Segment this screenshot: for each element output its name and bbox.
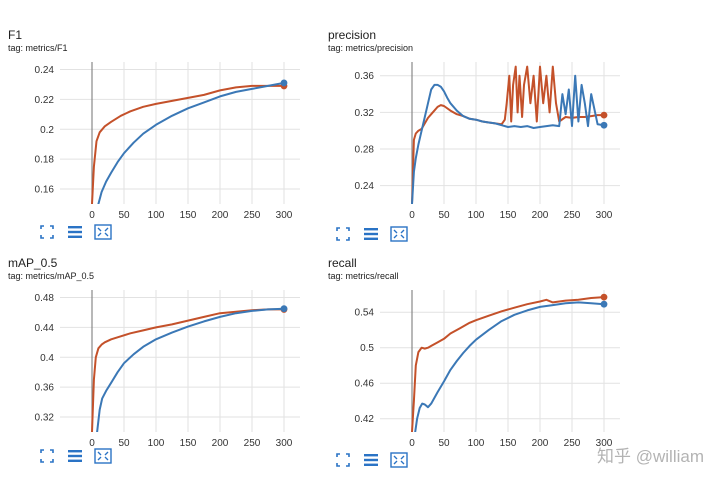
chart-toolbar (38, 224, 112, 240)
y-tick-label: 0.32 (35, 413, 55, 424)
y-tick-label: 0.42 (355, 414, 375, 425)
series-endpoint-run-orange (600, 293, 608, 301)
x-tick-label: 250 (564, 438, 581, 449)
x-tick-label: 150 (500, 438, 517, 449)
chart-panel-recall: recall tag: metrics/recall 0 50 100 150 200 2… (328, 256, 658, 486)
x-tick-label: 150 (180, 438, 197, 449)
y-tick-label: 0.44 (35, 323, 55, 334)
x-tick-label: 0 (89, 438, 95, 449)
chart-tag: tag: metrics/F1 (8, 43, 68, 53)
toggle-log-scale-icon[interactable] (362, 226, 380, 242)
fit-domain-icon[interactable] (334, 452, 352, 468)
chart-panel-f1: F1 tag: metrics/F1 0 50 100 150 200 250 300 0.1… (8, 28, 338, 258)
x-tick-label: 50 (438, 438, 450, 449)
x-tick-label: 0 (409, 210, 415, 221)
series-endpoint-run-blue (600, 121, 608, 129)
series-endpoint-run-blue (600, 300, 608, 308)
chart-tag: tag: metrics/mAP_0.5 (8, 271, 95, 281)
chart-title: precision (328, 28, 377, 42)
series-endpoint-run-orange (600, 111, 608, 119)
fit-domain-icon[interactable] (38, 224, 56, 240)
y-tick-label: 0.18 (35, 155, 55, 166)
x-tick-label: 300 (596, 210, 613, 221)
chart-precision[interactable]: 0 50 100 150 200 250 300 0.24 0.28 0.32 0.36 (328, 28, 658, 228)
chart-panel-precision: precision tag: metrics/precision 0 50 100 1… (328, 28, 658, 258)
y-tick-label: 0.5 (360, 343, 374, 354)
x-tick-label: 50 (118, 210, 130, 221)
x-tick-label: 50 (118, 438, 130, 449)
fit-domain-icon[interactable] (38, 448, 56, 464)
chart-toolbar (38, 448, 112, 464)
x-tick-label: 50 (438, 210, 450, 221)
x-tick-label: 250 (244, 438, 261, 449)
toggle-log-scale-icon[interactable] (66, 224, 84, 240)
series-line-run-orange (411, 296, 605, 432)
x-tick-label: 100 (468, 438, 485, 449)
chart-tag: tag: metrics/recall (328, 271, 399, 281)
fit-domain-icon[interactable] (334, 226, 352, 242)
x-tick-label: 100 (148, 210, 165, 221)
x-tick-label: 250 (564, 210, 581, 221)
x-tick-label: 100 (468, 210, 485, 221)
x-tick-label: 200 (212, 438, 229, 449)
y-tick-label: 0.24 (355, 181, 375, 192)
y-tick-label: 0.46 (355, 379, 375, 390)
x-tick-label: 100 (148, 438, 165, 449)
x-tick-label: 200 (532, 210, 549, 221)
chart-f1[interactable]: 0 50 100 150 200 250 300 0.16 0.18 0.2 0.22 0.24 (8, 28, 338, 228)
chart-title: recall (328, 256, 357, 270)
y-tick-label: 0.22 (35, 95, 55, 106)
x-tick-label: 200 (212, 210, 229, 221)
series-line-run-blue (414, 301, 605, 432)
series-line-run-blue (96, 307, 285, 432)
download-icon[interactable] (94, 224, 112, 240)
x-tick-label: 250 (244, 210, 261, 221)
y-tick-label: 0.54 (355, 308, 375, 319)
series-line-run-orange (411, 65, 605, 204)
series-line-run-blue (411, 74, 605, 204)
y-tick-label: 0.16 (35, 185, 55, 196)
x-tick-label: 300 (276, 210, 293, 221)
series-endpoint-run-blue (280, 305, 288, 313)
y-tick-label: 0.4 (40, 353, 54, 364)
chart-title: F1 (8, 28, 23, 42)
y-tick-label: 0.36 (355, 71, 375, 82)
y-tick-label: 0.2 (40, 125, 54, 136)
chart-title: mAP_0.5 (8, 256, 58, 270)
x-tick-label: 150 (180, 210, 197, 221)
download-icon[interactable] (390, 226, 408, 242)
x-tick-label: 0 (409, 438, 415, 449)
y-tick-label: 0.24 (35, 65, 55, 76)
x-tick-label: 200 (532, 438, 549, 449)
toggle-log-scale-icon[interactable] (362, 452, 380, 468)
x-tick-label: 300 (276, 438, 293, 449)
chart-toolbar (334, 452, 408, 468)
series-line-run-blue (97, 81, 285, 204)
series-line-run-orange (91, 84, 285, 204)
chart-tag: tag: metrics/precision (328, 43, 414, 53)
y-tick-label: 0.32 (355, 108, 375, 119)
download-icon[interactable] (390, 452, 408, 468)
chart-toolbar (334, 226, 408, 242)
series-line-run-orange (91, 308, 285, 432)
watermark: 知乎 @william (597, 447, 704, 466)
y-tick-label: 0.48 (35, 293, 55, 304)
x-tick-label: 300 (596, 438, 613, 449)
chart-recall[interactable]: 0 50 100 150 200 250 300 0.42 0.46 0.5 0.54 (328, 256, 658, 456)
toggle-log-scale-icon[interactable] (66, 448, 84, 464)
y-tick-label: 0.28 (355, 145, 375, 156)
y-tick-label: 0.36 (35, 383, 55, 394)
x-tick-label: 150 (500, 210, 517, 221)
download-icon[interactable] (94, 448, 112, 464)
chart-panel-map05: mAP_0.5 tag: metrics/mAP_0.5 0 50 100 150 20… (8, 256, 338, 486)
series-endpoint-run-blue (280, 79, 288, 87)
chart-map05[interactable]: 0 50 100 150 200 250 300 0.32 0.36 0.4 0.44 0.48 (8, 256, 338, 456)
x-tick-label: 0 (89, 210, 95, 221)
